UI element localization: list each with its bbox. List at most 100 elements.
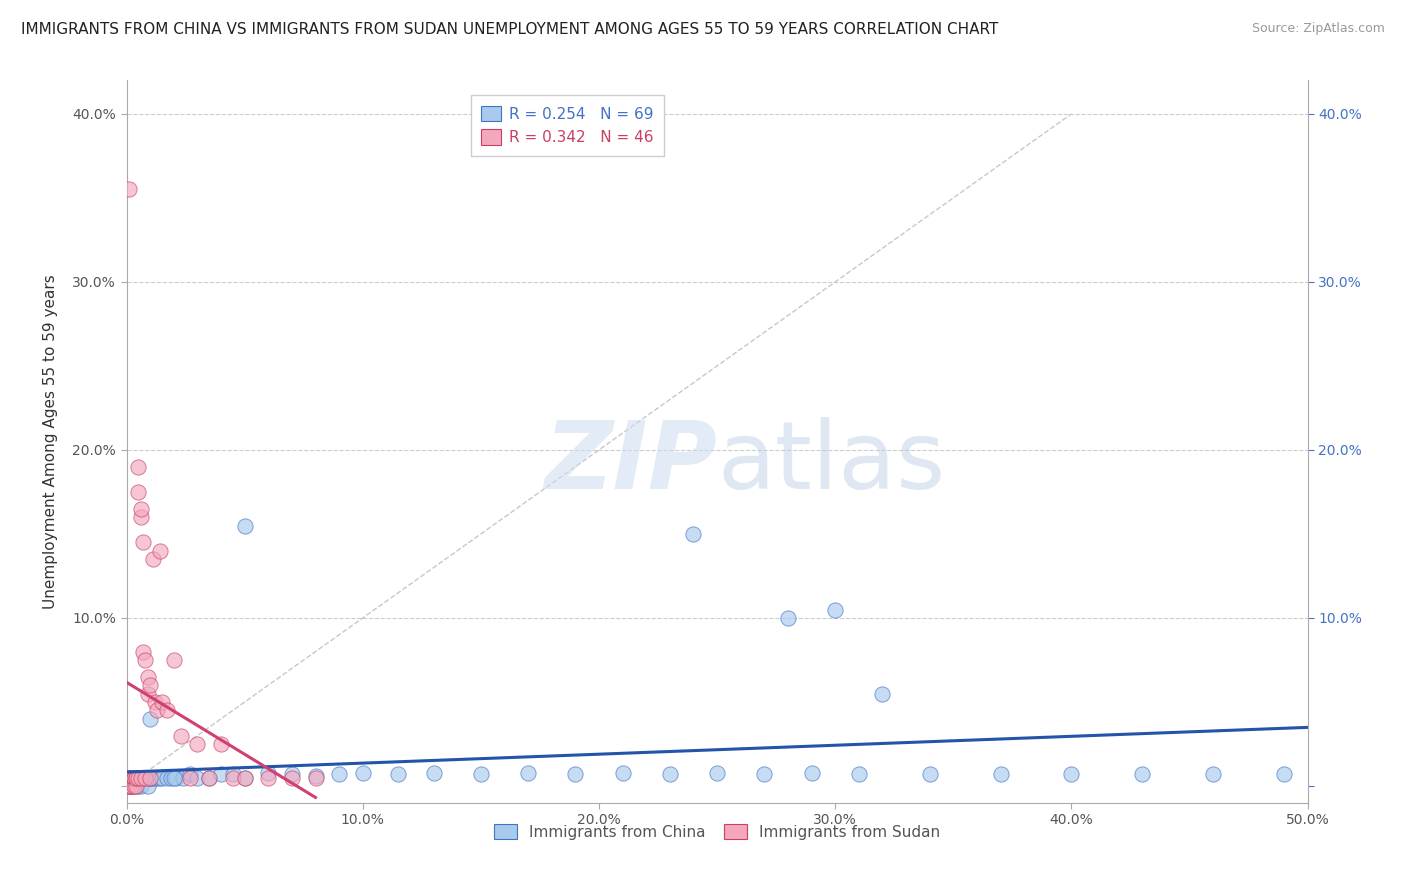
Point: [776, 611, 799, 625]
Point: [125, 771, 148, 785]
Point: [127, 459, 149, 474]
Point: [122, 771, 145, 785]
Point: [127, 485, 149, 500]
Point: [125, 771, 148, 785]
Point: [352, 765, 374, 780]
Point: [120, 771, 142, 785]
Point: [118, 182, 141, 196]
Point: [156, 703, 179, 717]
Point: [143, 771, 166, 785]
Point: [120, 771, 142, 785]
Point: [129, 771, 152, 785]
Point: [163, 771, 186, 785]
Point: [682, 527, 704, 541]
Point: [125, 771, 148, 785]
Point: [233, 771, 256, 785]
Point: [149, 771, 172, 785]
Text: ZIP: ZIP: [544, 417, 717, 509]
Point: [118, 779, 141, 793]
Text: Source: ZipAtlas.com: Source: ZipAtlas.com: [1251, 22, 1385, 36]
Point: [222, 767, 245, 781]
Point: [122, 779, 145, 793]
Point: [222, 771, 245, 785]
Point: [233, 518, 256, 533]
Point: [198, 771, 221, 785]
Point: [139, 771, 162, 785]
Point: [257, 771, 280, 785]
Y-axis label: Unemployment Among Ages 55 to 59 years: Unemployment Among Ages 55 to 59 years: [44, 274, 59, 609]
Point: [1272, 767, 1295, 781]
Point: [165, 771, 187, 785]
Point: [150, 771, 173, 785]
Point: [564, 767, 586, 781]
Point: [198, 771, 221, 785]
Point: [118, 779, 141, 793]
Point: [146, 703, 169, 717]
Point: [848, 767, 870, 781]
Point: [824, 602, 846, 616]
Point: [127, 771, 149, 785]
Point: [132, 535, 155, 549]
Point: [209, 767, 232, 781]
Point: [304, 771, 326, 785]
Point: [136, 779, 159, 793]
Point: [134, 653, 156, 667]
Point: [136, 670, 159, 684]
Point: [132, 771, 155, 785]
Point: [612, 765, 634, 780]
Point: [118, 779, 141, 793]
Point: [800, 765, 823, 780]
Point: [120, 779, 142, 793]
Point: [120, 771, 142, 785]
Point: [257, 765, 280, 780]
Point: [122, 771, 145, 785]
Point: [706, 765, 728, 780]
Point: [1202, 767, 1225, 781]
Point: [209, 737, 232, 751]
Point: [129, 771, 152, 785]
Point: [139, 712, 162, 726]
Point: [233, 771, 256, 785]
Text: IMMIGRANTS FROM CHINA VS IMMIGRANTS FROM SUDAN UNEMPLOYMENT AMONG AGES 55 TO 59 : IMMIGRANTS FROM CHINA VS IMMIGRANTS FROM…: [21, 22, 998, 37]
Point: [139, 771, 162, 785]
Point: [281, 767, 304, 781]
Point: [125, 779, 148, 793]
Point: [143, 695, 166, 709]
Point: [129, 510, 152, 524]
Point: [127, 779, 149, 793]
Point: [129, 779, 152, 793]
Point: [141, 771, 163, 785]
Point: [120, 779, 142, 793]
Point: [125, 779, 148, 793]
Point: [132, 771, 155, 785]
Point: [658, 767, 681, 781]
Point: [127, 771, 149, 785]
Point: [163, 653, 186, 667]
Point: [470, 767, 492, 781]
Point: [150, 695, 173, 709]
Point: [1060, 767, 1083, 781]
Point: [918, 767, 941, 781]
Point: [118, 771, 141, 785]
Point: [122, 771, 145, 785]
Point: [120, 771, 142, 785]
Point: [127, 771, 149, 785]
Point: [136, 771, 159, 785]
Point: [141, 552, 163, 566]
Point: [149, 543, 172, 558]
Point: [172, 771, 194, 785]
Point: [872, 687, 894, 701]
Point: [156, 771, 179, 785]
Point: [122, 771, 145, 785]
Point: [125, 771, 148, 785]
Point: [387, 767, 409, 781]
Point: [186, 771, 208, 785]
Point: [136, 687, 159, 701]
Point: [122, 771, 145, 785]
Point: [129, 501, 152, 516]
Point: [120, 779, 142, 793]
Point: [179, 771, 201, 785]
Point: [1130, 767, 1153, 781]
Point: [139, 771, 162, 785]
Point: [118, 771, 141, 785]
